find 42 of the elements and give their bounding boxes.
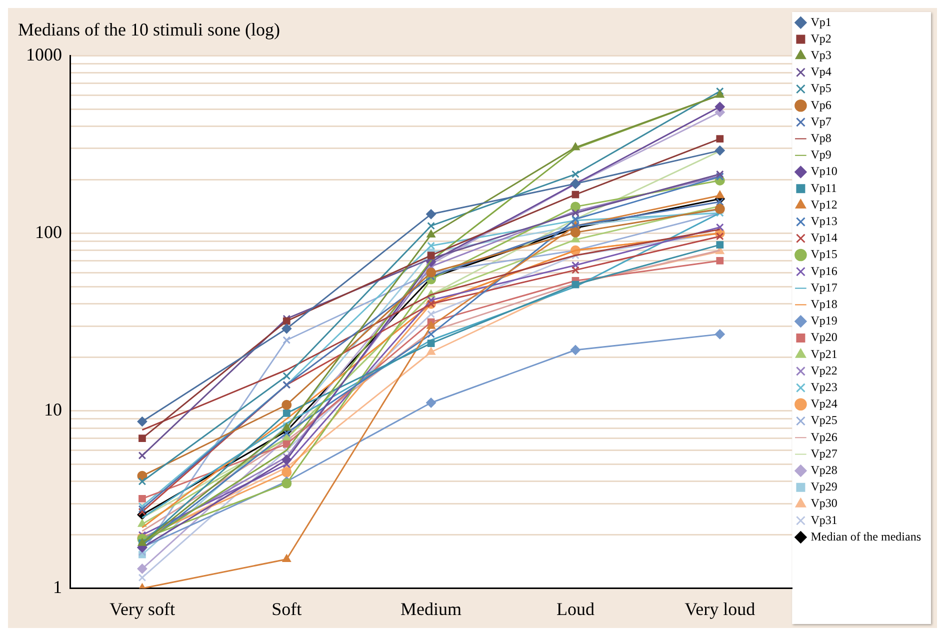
legend-label: Vp23 xyxy=(810,380,838,394)
y-tick-label: 100 xyxy=(35,222,62,242)
legend-label: Vp10 xyxy=(810,164,838,178)
legend-label: Vp20 xyxy=(810,330,838,344)
legend-label: Vp18 xyxy=(810,296,838,311)
legend-label: Vp14 xyxy=(810,230,838,245)
legend-label: Vp16 xyxy=(810,264,838,278)
chart-title: Medians of the 10 stimuli sone (log) xyxy=(18,20,280,40)
legend-label: Vp27 xyxy=(810,446,838,460)
legend-label: Vp9 xyxy=(810,148,832,162)
legend-label: Median of the medians xyxy=(810,529,922,544)
legend-label: Vp19 xyxy=(810,314,838,328)
legend-label: Vp15 xyxy=(810,247,838,262)
legend-label: Vp1 xyxy=(810,14,832,29)
legend-label: Vp17 xyxy=(810,280,838,294)
legend-label: Vp3 xyxy=(810,48,832,62)
x-tick-label: Very soft xyxy=(109,598,175,619)
y-tick-label: 1 xyxy=(53,577,62,598)
legend-label: Vp24 xyxy=(810,396,838,411)
legend-label: Vp11 xyxy=(810,180,837,195)
legend-label: Vp25 xyxy=(810,413,838,428)
x-tick-label: Very loud xyxy=(684,598,756,619)
legend-label: Vp7 xyxy=(810,114,832,128)
y-tick-label: 10 xyxy=(44,400,62,420)
legend-label: Vp31 xyxy=(810,512,838,527)
legend-label: Vp29 xyxy=(810,480,838,494)
legend-label: Vp8 xyxy=(810,130,832,145)
legend-label: Vp13 xyxy=(810,214,838,228)
legend-label: Vp28 xyxy=(810,462,838,477)
legend-label: Vp4 xyxy=(810,64,832,79)
legend-label: Vp26 xyxy=(810,430,838,444)
legend-label: Vp22 xyxy=(810,363,838,378)
y-tick-label: 1000 xyxy=(26,44,62,64)
legend-label: Vp6 xyxy=(810,98,832,112)
x-tick-label: Loud xyxy=(556,598,594,619)
legend-label: Vp2 xyxy=(810,31,832,46)
x-tick-label: Soft xyxy=(272,598,302,619)
legend-label: Vp21 xyxy=(810,346,838,361)
legend-label: Vp5 xyxy=(810,81,832,96)
legend-label: Vp12 xyxy=(810,197,838,212)
x-tick-label: Medium xyxy=(400,598,462,619)
legend-label: Vp30 xyxy=(810,496,838,510)
